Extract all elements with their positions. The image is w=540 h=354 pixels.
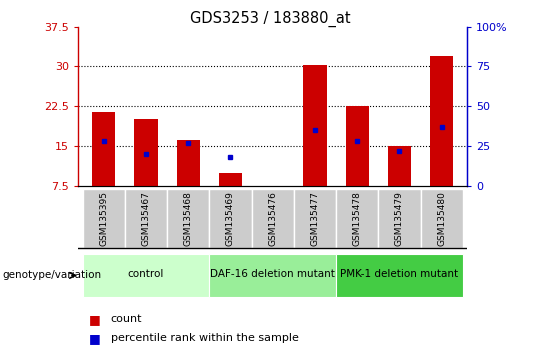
Text: PMK-1 deletion mutant: PMK-1 deletion mutant bbox=[340, 269, 458, 279]
Bar bbox=[336, 254, 463, 297]
Bar bbox=[346, 106, 369, 186]
Bar bbox=[83, 254, 210, 297]
Bar bbox=[388, 146, 411, 186]
Text: GSM135467: GSM135467 bbox=[141, 191, 151, 246]
Bar bbox=[303, 65, 327, 186]
Bar bbox=[430, 56, 454, 186]
Text: percentile rank within the sample: percentile rank within the sample bbox=[111, 333, 299, 343]
Bar bbox=[294, 189, 336, 249]
Text: GSM135479: GSM135479 bbox=[395, 191, 404, 246]
Text: GSM135477: GSM135477 bbox=[310, 191, 320, 246]
Bar bbox=[167, 189, 210, 249]
Text: ■: ■ bbox=[89, 332, 101, 344]
Bar bbox=[336, 189, 379, 249]
Bar bbox=[177, 139, 200, 186]
Bar bbox=[379, 189, 421, 249]
Text: count: count bbox=[111, 314, 142, 324]
Bar bbox=[252, 189, 294, 249]
Bar bbox=[134, 120, 158, 186]
Text: GSM135476: GSM135476 bbox=[268, 191, 277, 246]
Bar bbox=[210, 189, 252, 249]
Text: GSM135468: GSM135468 bbox=[184, 191, 193, 246]
Bar bbox=[219, 172, 242, 186]
Text: GSM135480: GSM135480 bbox=[437, 191, 446, 246]
Text: GSM135395: GSM135395 bbox=[99, 191, 108, 246]
Bar bbox=[83, 189, 125, 249]
Text: GSM135478: GSM135478 bbox=[353, 191, 362, 246]
Bar bbox=[421, 189, 463, 249]
Bar bbox=[210, 254, 336, 297]
Text: control: control bbox=[128, 269, 164, 279]
Text: GDS3253 / 183880_at: GDS3253 / 183880_at bbox=[190, 11, 350, 27]
Text: ■: ■ bbox=[89, 313, 101, 326]
Text: DAF-16 deletion mutant: DAF-16 deletion mutant bbox=[210, 269, 335, 279]
Bar bbox=[92, 112, 115, 186]
Text: genotype/variation: genotype/variation bbox=[3, 270, 102, 280]
Text: GSM135469: GSM135469 bbox=[226, 191, 235, 246]
Bar bbox=[125, 189, 167, 249]
